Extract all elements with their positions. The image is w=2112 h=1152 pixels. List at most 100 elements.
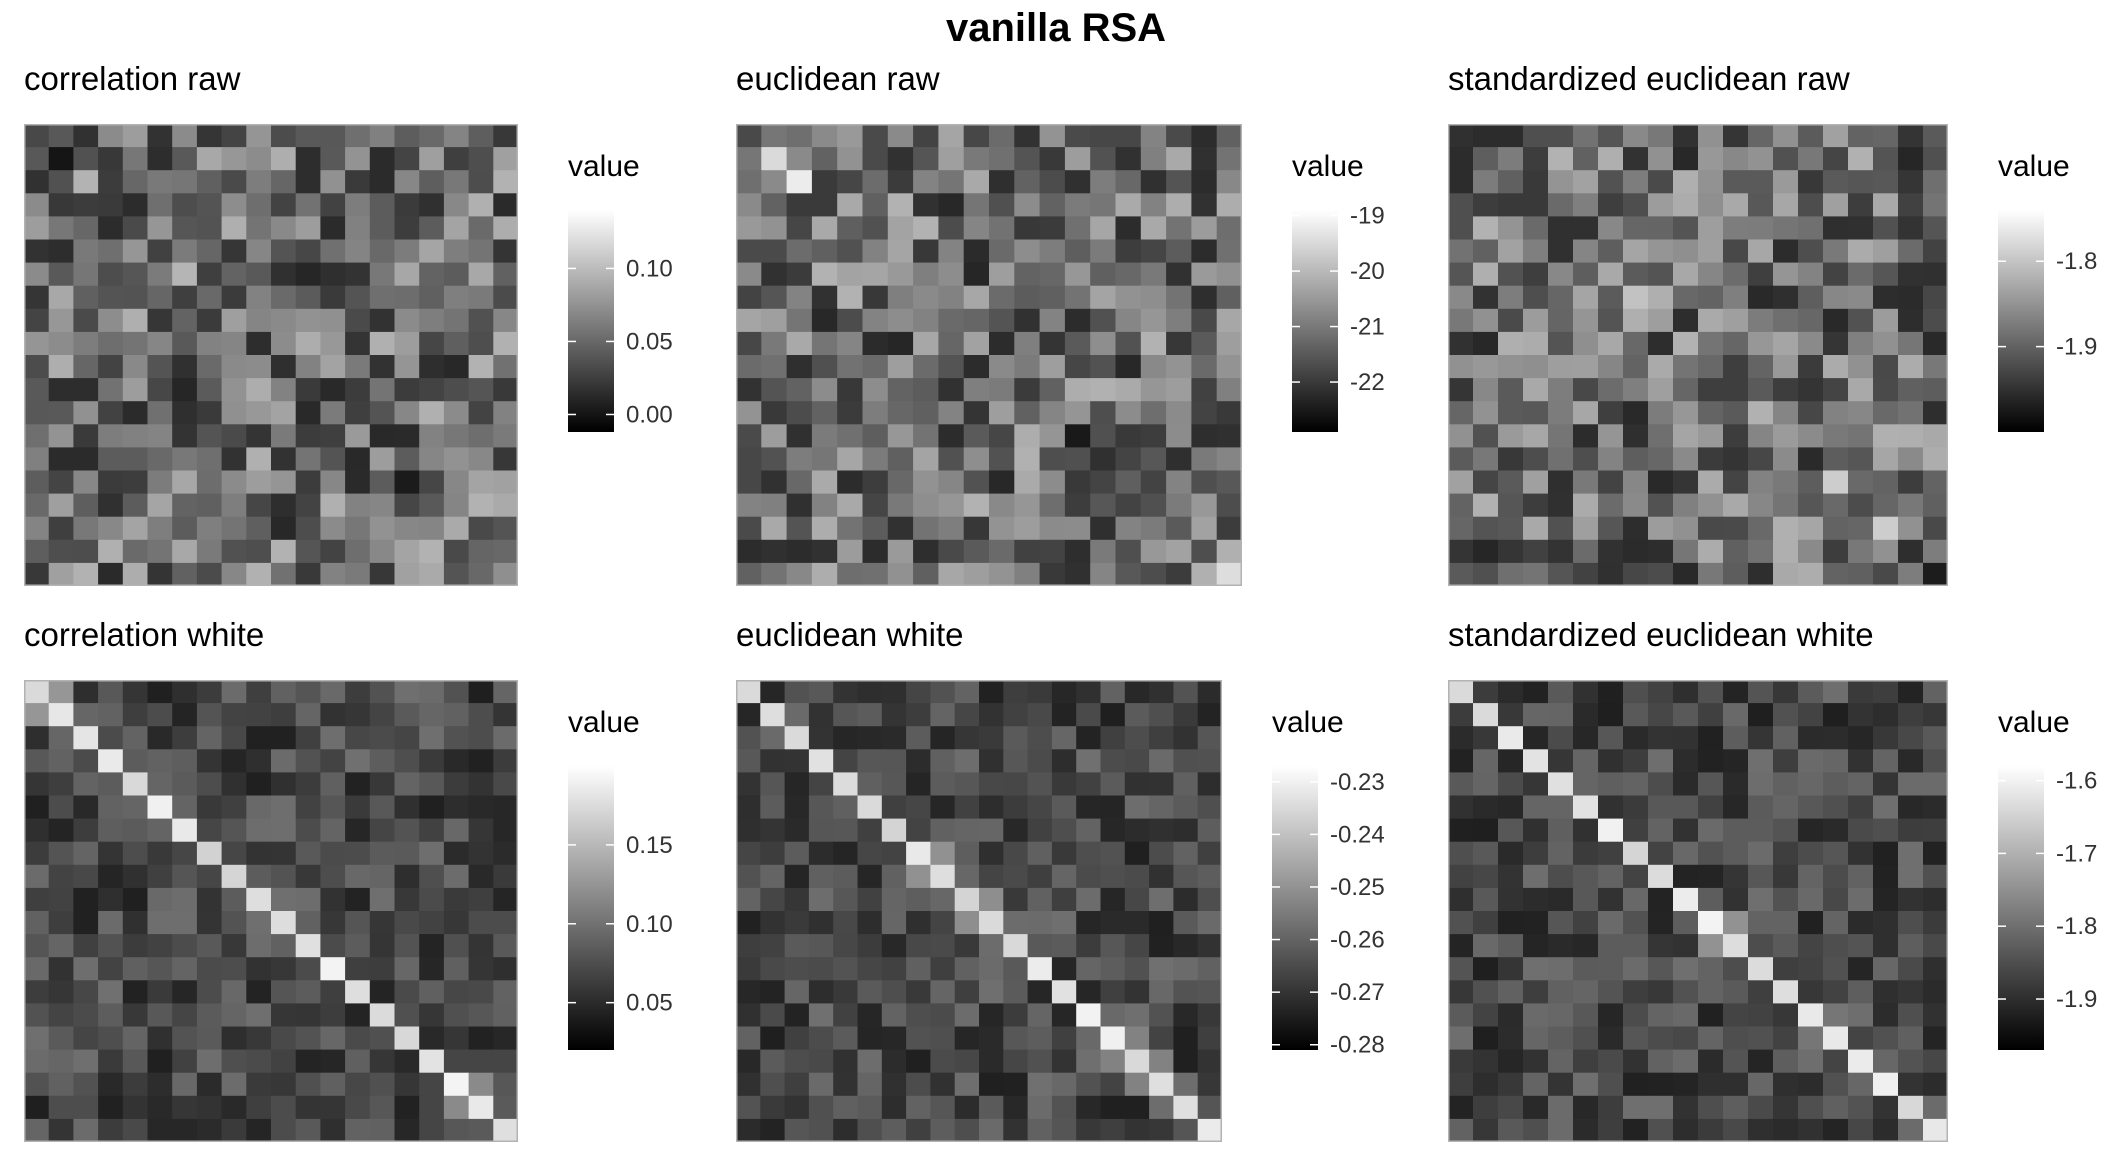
heatmap-cell: [1140, 424, 1167, 448]
heatmap: [1448, 124, 1948, 586]
heatmap-cell: [1051, 680, 1077, 704]
heatmap-cell: [1039, 539, 1066, 564]
heatmap-cell: [1064, 308, 1091, 333]
heatmap-cell: [1773, 285, 1799, 310]
heatmap-cell: [1191, 124, 1218, 148]
heatmap-cell: [1798, 703, 1824, 727]
heatmap-cell: [1027, 841, 1053, 866]
heatmap-cell: [1698, 749, 1724, 773]
heatmap-cell: [1848, 401, 1874, 425]
heatmap-cell: [1823, 957, 1849, 981]
heatmap-cell: [954, 864, 980, 889]
heatmap-cell: [1648, 424, 1674, 448]
heatmap-cell: [811, 424, 838, 448]
heatmap-cell: [246, 355, 272, 379]
heatmap-cell: [1898, 285, 1924, 310]
heatmap-cell: [862, 331, 889, 356]
heatmap-cell: [1149, 1118, 1174, 1142]
heatmap-cell: [1473, 262, 1499, 287]
heatmap-cell: [1598, 308, 1624, 333]
heatmap-cell: [1523, 1003, 1549, 1028]
heatmap-cell: [246, 749, 272, 773]
heatmap-cell: [48, 772, 74, 797]
heatmap-cell: [1498, 239, 1524, 264]
heatmap-cell: [493, 262, 518, 287]
heatmap-cell: [833, 957, 859, 981]
heatmap-cell: [1798, 841, 1824, 866]
colorbar-tick-label: -20: [1350, 258, 1385, 285]
heatmap-cell: [1115, 170, 1142, 194]
heatmap-cell: [1798, 1026, 1824, 1051]
heatmap-cell: [1498, 680, 1524, 704]
heatmap-cell: [98, 262, 124, 287]
heatmap-cell: [172, 1003, 198, 1028]
heatmap-cell: [24, 424, 50, 448]
heatmap-cell: [811, 285, 838, 310]
heatmap-cell: [1773, 239, 1799, 264]
heatmap-cell: [246, 680, 272, 704]
heatmap-cell: [221, 285, 247, 310]
heatmap-cell: [1039, 124, 1066, 148]
heatmap-cell: [271, 170, 297, 194]
heatmap-cell: [1648, 1072, 1674, 1097]
heatmap-cell: [1748, 795, 1774, 820]
heatmap-cell: [1191, 378, 1218, 402]
heatmap-cell: [1523, 1072, 1549, 1097]
heatmap-cell: [1773, 308, 1799, 333]
heatmap-cell: [1923, 401, 1948, 425]
heatmap-cell: [1723, 818, 1749, 843]
heatmap-cell: [1798, 539, 1824, 564]
heatmap-cell: [1748, 562, 1774, 586]
heatmap-cell: [98, 493, 124, 518]
heatmap-cell: [1773, 772, 1799, 797]
heatmap-cell: [1698, 516, 1724, 541]
heatmap-cell: [1848, 539, 1874, 564]
heatmap-cell: [271, 680, 297, 704]
heatmap-cell: [1090, 262, 1117, 287]
heatmap-cell: [1848, 1118, 1874, 1142]
heatmap-cell: [1115, 424, 1142, 448]
heatmap-cell: [98, 726, 124, 750]
heatmap-cell: [1873, 331, 1899, 356]
heatmap-cell: [1166, 124, 1192, 148]
heatmap-cell: [761, 239, 788, 264]
heatmap-cell: [394, 562, 420, 586]
heatmap-cell: [1448, 795, 1474, 820]
heatmap-cell: [1216, 170, 1242, 194]
heatmap-cell: [1698, 887, 1724, 912]
heatmap-cell: [246, 147, 272, 171]
heatmap-cell: [761, 401, 788, 425]
heatmap-cell: [1698, 308, 1724, 333]
heatmap-cell: [1748, 124, 1774, 148]
heatmap-cell: [419, 493, 445, 518]
heatmap-cell: [1898, 795, 1924, 820]
heatmap-cell: [345, 262, 371, 287]
heatmap-cell: [938, 308, 965, 333]
heatmap-cell: [1548, 1003, 1574, 1028]
heatmap-cell: [938, 285, 965, 310]
heatmap-cell: [1124, 864, 1150, 889]
heatmap-cell: [1448, 680, 1474, 704]
heatmap-cell: [419, 239, 445, 264]
heatmap-cell: [468, 285, 494, 310]
heatmap-cell: [1498, 1049, 1524, 1074]
heatmap-cell: [786, 516, 813, 541]
heatmap-cell: [295, 493, 321, 518]
legend-title: value: [568, 150, 640, 183]
heatmap-cell: [196, 470, 223, 495]
heatmap-cell: [1014, 401, 1041, 425]
heatmap-cell: [98, 170, 124, 194]
heatmap-cell: [1573, 841, 1599, 866]
heatmap-cell: [295, 703, 321, 727]
heatmap-cell: [493, 1026, 518, 1051]
heatmap-cell: [1523, 262, 1549, 287]
heatmap-cell: [887, 147, 914, 171]
heatmap-cell: [833, 1072, 859, 1097]
heatmap-cell: [48, 1072, 74, 1097]
heatmap-cell: [1648, 447, 1674, 472]
heatmap-cell: [419, 1095, 445, 1120]
heatmap-cell: [938, 493, 965, 518]
colorbar-tick-label: -0.23: [1330, 769, 1385, 796]
heatmap-cell: [1923, 957, 1948, 981]
heatmap-cell: [419, 1072, 445, 1097]
